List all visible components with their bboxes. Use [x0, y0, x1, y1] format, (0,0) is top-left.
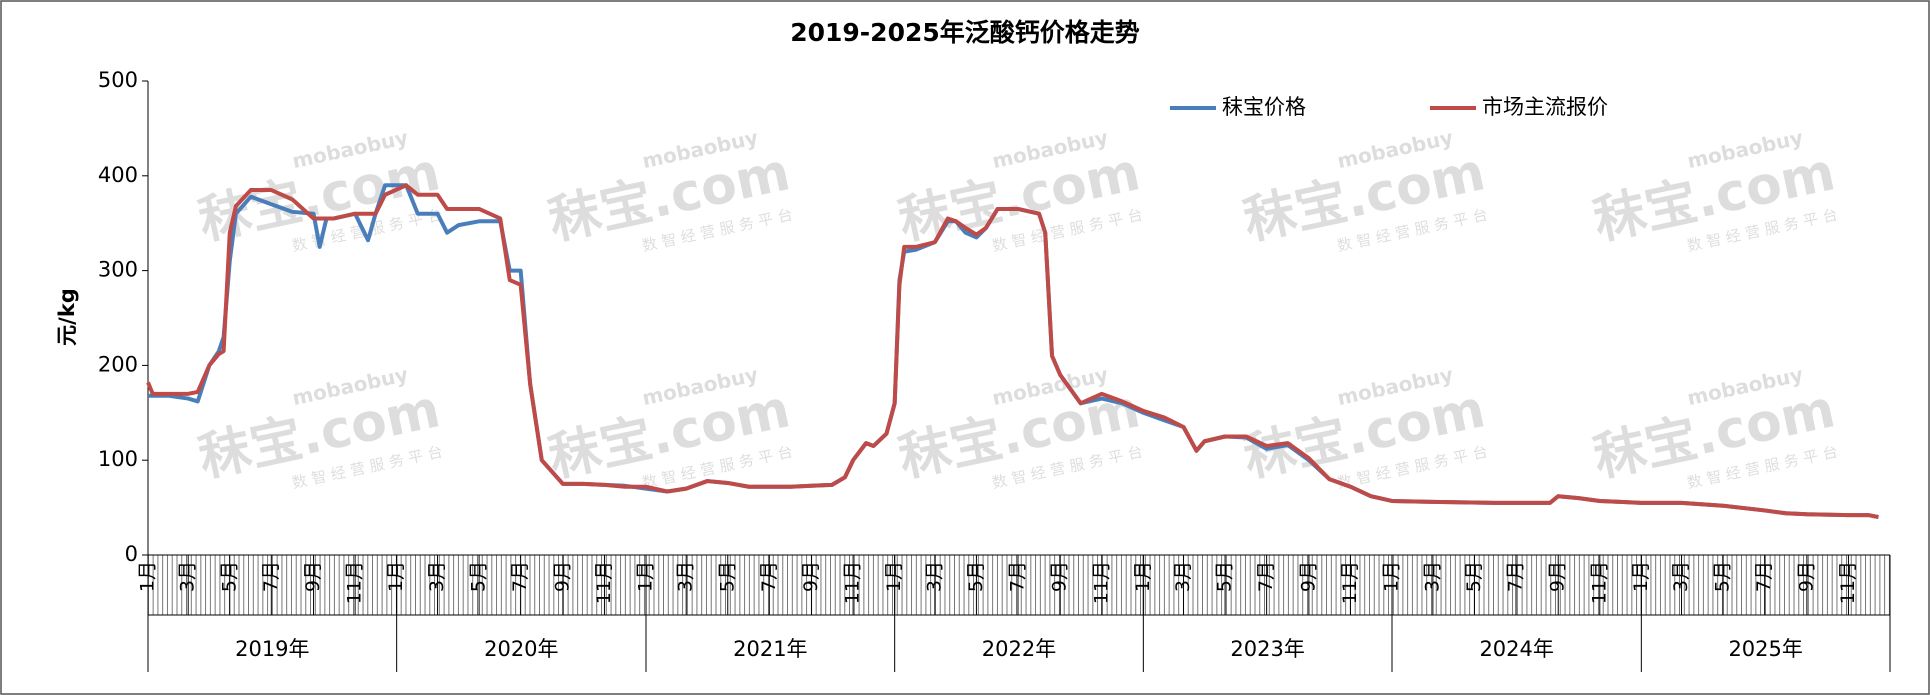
x-tick-label-group: 7月 [509, 561, 531, 592]
x-tick-label-group: 5月 [1214, 561, 1236, 592]
x-tick-label-group: 11月 [1339, 561, 1361, 604]
x-tick-label: 9月 [1297, 561, 1319, 592]
x-tick-label: 5月 [1214, 561, 1236, 592]
x-tick-label: 3月 [1421, 561, 1443, 592]
x-tick-label: 5月 [716, 561, 738, 592]
x-tick-label: 3月 [1670, 561, 1692, 592]
legend-label: 市场主流报价 [1482, 95, 1608, 119]
x-tick-label: 3月 [675, 561, 697, 592]
year-label: 2021年 [733, 637, 807, 661]
x-tick-label-group: 7月 [1504, 561, 1526, 592]
x-tick-label: 7月 [758, 561, 780, 592]
x-tick-label-group: 7月 [1753, 561, 1775, 592]
x-tick-label-group: 11月 [1837, 561, 1859, 604]
y-tick-label: 200 [98, 352, 138, 376]
x-tick-label: 5月 [1463, 561, 1485, 592]
x-tick-label: 9月 [1049, 561, 1071, 592]
x-tick-label: 3月 [177, 561, 199, 592]
x-tick-label-group: 7月 [260, 561, 282, 592]
x-tick-label: 5月 [965, 561, 987, 592]
x-tick-label: 7月 [1753, 561, 1775, 592]
x-tick-label: 9月 [302, 561, 324, 592]
x-tick-label: 7月 [260, 561, 282, 592]
year-label: 2025年 [1728, 637, 1802, 661]
x-tick-label-group: 9月 [1049, 561, 1071, 592]
x-tick-label: 11月 [344, 561, 366, 604]
x-tick-label-group: 9月 [1547, 561, 1569, 592]
x-tick-label-group: 3月 [923, 561, 945, 592]
x-tick-label-group: 3月 [426, 561, 448, 592]
x-tick-label-group: 7月 [1255, 561, 1277, 592]
x-tick-label: 11月 [593, 561, 615, 604]
x-tick-label-group: 7月 [1006, 561, 1028, 592]
x-tick-label: 3月 [923, 561, 945, 592]
x-tick-label-group: 9月 [800, 561, 822, 592]
year-label: 2019年 [235, 637, 309, 661]
x-tick-label-group: 3月 [675, 561, 697, 592]
year-label: 2020年 [484, 637, 558, 661]
y-axis-label: 元/kg [55, 288, 79, 346]
x-tick-label-group: 3月 [1421, 561, 1443, 592]
x-tick-label-group: 9月 [302, 561, 324, 592]
x-tick-label-group: 11月 [344, 561, 366, 604]
x-tick-label: 9月 [551, 561, 573, 592]
year-label: 2023年 [1230, 637, 1304, 661]
x-tick-label-group: 11月 [593, 561, 615, 604]
x-tick-label-group: 11月 [842, 561, 864, 604]
x-tick-label-group: 11月 [1588, 561, 1610, 604]
x-tick-label: 7月 [1504, 561, 1526, 592]
x-tick-label-group: 9月 [1795, 561, 1817, 592]
x-tick-label: 11月 [842, 561, 864, 604]
y-tick-label: 300 [98, 258, 138, 282]
x-tick-label-group: 3月 [1670, 561, 1692, 592]
x-tick-label-group: 5月 [468, 561, 490, 592]
x-tick-label: 5月 [468, 561, 490, 592]
y-tick-label: 400 [98, 163, 138, 187]
x-tick-label: 3月 [426, 561, 448, 592]
x-tick-label-group: 5月 [218, 561, 240, 592]
x-tick-label: 5月 [218, 561, 240, 592]
x-tick-label-group: 3月 [1172, 561, 1194, 592]
x-tick-label-group: 5月 [965, 561, 987, 592]
x-tick-label-group: 9月 [1297, 561, 1319, 592]
x-tick-label-group: 9月 [551, 561, 573, 592]
x-tick-label: 7月 [509, 561, 531, 592]
x-tick-label-group: 5月 [1712, 561, 1734, 592]
series-line [146, 183, 1879, 520]
y-tick-label: 500 [98, 68, 138, 92]
year-label: 2022年 [982, 637, 1056, 661]
x-tick-label: 9月 [800, 561, 822, 592]
x-tick-label: 5月 [1712, 561, 1734, 592]
chart-title: 2019-2025年泛酸钙价格走势 [790, 18, 1140, 47]
x-tick-label: 11月 [1090, 561, 1112, 604]
x-tick-label: 7月 [1255, 561, 1277, 592]
x-tick-label-group: 5月 [716, 561, 738, 592]
x-tick-label-group: 3月 [177, 561, 199, 592]
x-tick-label: 9月 [1795, 561, 1817, 592]
x-tick-label: 7月 [1006, 561, 1028, 592]
legend-label: 秣宝价格 [1222, 95, 1306, 119]
x-tick-label: 3月 [1172, 561, 1194, 592]
x-tick-label-group: 11月 [1090, 561, 1112, 604]
year-label: 2024年 [1479, 637, 1553, 661]
x-tick-label: 9月 [1547, 561, 1569, 592]
x-tick-label: 11月 [1588, 561, 1610, 604]
x-tick-label: 11月 [1837, 561, 1859, 604]
y-tick-label: 100 [98, 447, 138, 471]
x-tick-label-group: 5月 [1463, 561, 1485, 592]
x-tick-label-group: 7月 [758, 561, 780, 592]
y-tick-label: 0 [125, 542, 138, 566]
x-tick-label: 11月 [1339, 561, 1361, 604]
